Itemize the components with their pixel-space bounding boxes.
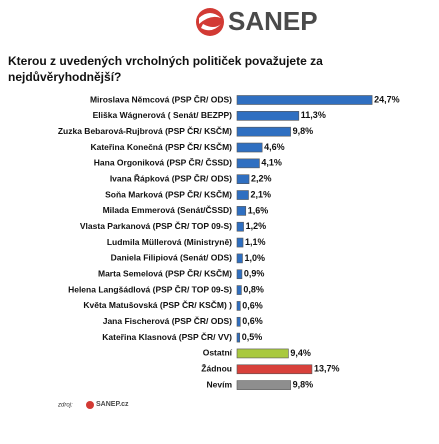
value-label: 1,0%	[244, 253, 265, 263]
value-label: 1,1%	[245, 237, 266, 247]
category-label: Nevím	[206, 379, 232, 389]
category-label: Ivana Řápková (PSP ČR/ ODS)	[110, 172, 232, 183]
category-label: Hana Orgoniková (PSP ČR/ ČSSD)	[94, 157, 232, 168]
value-label: 1,6%	[248, 205, 269, 215]
bar	[236, 190, 249, 200]
source-text: SANEP.cz	[96, 401, 129, 408]
value-label: 9,4%	[290, 348, 311, 358]
bar	[236, 174, 250, 184]
bar	[236, 237, 244, 248]
value-label: 2,2%	[251, 174, 272, 184]
bar	[236, 111, 300, 121]
category-label: Květa Matušovská (PSP ČR/ KSČM) )	[83, 299, 232, 310]
chart-title: Kterou z uvedených vrcholných političek …	[8, 54, 323, 84]
bar	[236, 269, 243, 280]
bar	[236, 253, 243, 264]
bar	[236, 316, 241, 327]
value-label: 11,3%	[301, 110, 326, 120]
category-label: Kateřina Konečná (PSP ČR/ KSČM)	[90, 141, 232, 152]
category-label: Vlasta Parkanová (PSP ČR/ TOP 09-S)	[80, 220, 232, 231]
bar	[236, 158, 260, 169]
value-label: 9,8%	[293, 126, 314, 136]
category-label: Daniela Filipiová (Senát/ ODS)	[111, 253, 233, 263]
value-label: 0,8%	[243, 284, 264, 294]
value-label: 0,9%	[244, 269, 265, 279]
category-label: Marta Semelová (PSP ČR/ KSČM)	[98, 267, 232, 278]
bar	[236, 95, 373, 105]
bar	[236, 142, 263, 153]
value-label: 0,5%	[242, 332, 263, 342]
category-label: Ludmila Müllerová (Ministryně)	[107, 237, 232, 247]
category-label: Kateřina Klasnová (PSP ČR/ VV)	[102, 331, 232, 342]
bar	[236, 364, 313, 375]
category-label: Jana Fischerová (PSP ČR/ ODS)	[103, 315, 232, 326]
source-emblem	[86, 401, 94, 409]
bar	[236, 221, 244, 232]
bar	[236, 126, 291, 137]
bar	[236, 332, 241, 343]
category-label: Zuzka Bebarová-Rujbrová (PSP ČR/ KSČM)	[58, 125, 232, 136]
value-label: 13,7%	[314, 364, 340, 374]
bar	[236, 380, 291, 390]
bar	[236, 206, 247, 216]
category-label: Ostatní	[203, 348, 233, 358]
value-label: 4,1%	[261, 158, 282, 168]
category-label: Miroslava Němcová (PSP ČR/ ODS)	[90, 93, 232, 104]
value-label: 24,7%	[374, 94, 400, 104]
category-label: Žádnou	[201, 363, 232, 374]
value-label: 1,2%	[246, 221, 267, 231]
bar	[236, 348, 289, 359]
value-label: 4,6%	[264, 142, 285, 152]
logo-emblem	[196, 8, 224, 36]
category-label: Milada Emmerová (Senát/ČSSD)	[103, 204, 233, 215]
source-label: zdroj:	[57, 403, 73, 409]
value-label: 0,6%	[242, 300, 263, 310]
category-label: Soňa Marková (PSP ČR/ KSČM)	[105, 188, 232, 199]
value-label: 2,1%	[250, 189, 271, 199]
bar	[236, 285, 242, 295]
logo-text: SANEP	[228, 6, 318, 36]
value-label: 0,6%	[242, 316, 263, 326]
bar	[236, 301, 241, 311]
value-label: 9,8%	[293, 379, 314, 389]
category-label: Eliška Wágnerová ( Senát/ BEZPP)	[93, 110, 233, 120]
category-label: Helena Langšádlová (PSP ČR/ TOP 09-S)	[68, 283, 232, 294]
